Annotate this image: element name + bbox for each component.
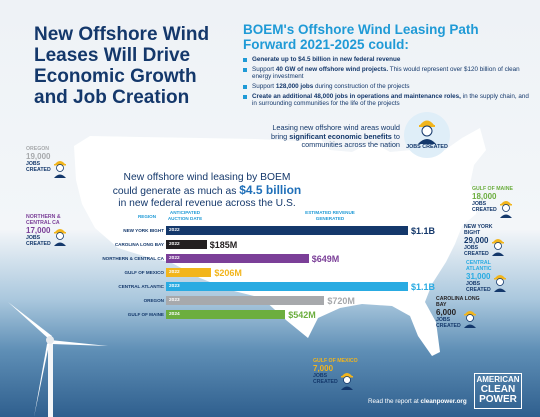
job-callout: NEW YORK BIGHT 29,000 JOBS CREATED	[464, 224, 510, 257]
bar-category-label: NEW YORK BIGHT	[123, 228, 164, 233]
job-callout-region: NEW YORK BIGHT	[464, 224, 493, 236]
bar-auction-year: 2022	[169, 255, 180, 261]
job-callout-label: JOBS CREATED	[26, 235, 51, 247]
job-callout-count: 31,000	[466, 272, 491, 281]
col-header-year: ANTICIPATED AUCTION DATE	[167, 210, 203, 221]
bar-category-label: NORTHERN & CENTRAL CA	[102, 256, 164, 261]
bar-value-label: $206M	[214, 268, 242, 278]
worker-icon	[54, 229, 66, 246]
bar-category-label: CAROLINA LONG BAY	[114, 242, 164, 247]
bullet-revenue: Generate up to $4.5 billion in new feder…	[243, 56, 535, 63]
bullet-om-jobs: Create an additional 48,000 jobs in oper…	[243, 93, 535, 108]
leasing-path-title: BOEM's Offshore Wind Leasing Path Forwar…	[243, 22, 479, 52]
report-link-text: Read the report at cleanpower.org	[368, 398, 467, 405]
revenue-heading-line1: New offshore wind leasing by BOEM	[123, 172, 291, 183]
col-header-revenue: ESTIMATED REVENUE GENERATED	[305, 210, 355, 221]
job-callout-region: GULF OF MAINE	[472, 186, 513, 192]
job-callout-region: CAROLINA LONG BAY	[436, 296, 480, 308]
job-callout: GULF OF MEXICO 7,000 JOBS CREATED	[313, 358, 359, 390]
job-callout-count: 7,000	[313, 364, 334, 373]
bullet-construction-jobs: Support 128,000 jobs during construction…	[243, 83, 535, 90]
bar-value-label: $185M	[209, 240, 238, 250]
job-callout-count: 29,000	[464, 236, 489, 245]
wind-turbine-illustration	[8, 302, 108, 417]
page-title: New Offshore Wind Leases Will Drive Econ…	[34, 24, 210, 108]
bar-category-label: GULF OF MAINE	[127, 312, 164, 317]
revenue-bar: 2022	[166, 240, 207, 249]
revenue-heading-line3: in new federal revenue across the U.S.	[118, 198, 296, 209]
job-callout: CAROLINA LONG BAY 6,000 JOBS CREATED	[436, 296, 482, 329]
job-callout: OREGON 19,000 JOBS CREATED	[26, 146, 72, 178]
job-callout-count: 17,000	[26, 226, 51, 235]
report-link[interactable]: cleanpower.org	[420, 398, 467, 405]
bar-auction-year: 2024	[169, 311, 180, 317]
worker-icon	[464, 311, 476, 328]
bullet-gw: Support 40 GW of new offshore wind proje…	[243, 66, 535, 81]
leasing-path-bullets: Generate up to $4.5 billion in new feder…	[243, 56, 535, 110]
revenue-bar: 2023	[166, 282, 408, 291]
bar-auction-year: 2023	[169, 297, 180, 303]
job-callout-label: JOBS CREATED	[464, 245, 489, 257]
job-callout-label: JOBS CREATED	[436, 317, 461, 329]
bar-value-label: $649M	[311, 254, 340, 264]
job-callout-region: CENTRAL ATLANTIC	[466, 260, 492, 272]
revenue-bar: 2022	[166, 268, 212, 277]
job-callout: NORTHERN & CENTRAL CA 17,000 JOBS CREATED	[26, 214, 72, 247]
worker-icon	[500, 201, 512, 218]
jobs-created-badge-label: JOBS CREATED	[406, 144, 448, 150]
worker-icon	[494, 275, 506, 292]
american-clean-power-logo: AMERICAN CLEAN POWER	[474, 373, 522, 409]
jobs-created-badge: JOBS CREATED	[404, 112, 450, 158]
worker-icon	[492, 239, 504, 256]
revenue-bar: 2023	[166, 296, 325, 305]
worker-icon	[54, 161, 66, 178]
col-header-region: REGION	[137, 214, 157, 219]
job-callout-region: GULF OF MEXICO	[313, 358, 358, 364]
worker-icon	[341, 373, 353, 390]
bar-value-label: $1.1B	[411, 282, 436, 292]
job-callout-region: NORTHERN & CENTRAL CA	[26, 214, 61, 226]
job-callout-count: 6,000	[436, 308, 457, 317]
leasing-benefits-note: Leasing new offshore wind areas would br…	[271, 123, 400, 150]
bar-category-label: CENTRAL ATLANTIC	[118, 284, 164, 289]
revenue-bar: 2024	[166, 310, 286, 319]
job-callout-label: JOBS CREATED	[26, 161, 51, 173]
job-callout: GULF OF MAINE 18,000 JOBS CREATED	[472, 186, 518, 218]
job-callout-label: JOBS CREATED	[472, 201, 497, 213]
revenue-heading-line2: could generate as much as $4.5 billion	[112, 183, 302, 197]
bar-auction-year: 2022	[169, 227, 180, 233]
bar-auction-year: 2022	[169, 269, 180, 275]
bar-value-label: $720M	[327, 296, 355, 306]
bar-value-label: $542M	[288, 310, 316, 320]
revenue-bar: 2022	[166, 254, 309, 263]
bar-category-label: OREGON	[143, 298, 164, 303]
revenue-heading: New offshore wind leasing by BOEM could …	[92, 172, 322, 210]
job-callout-label: JOBS CREATED	[313, 373, 338, 385]
job-callout-count: 19,000	[26, 152, 51, 161]
job-callout: CENTRAL ATLANTIC 31,000 JOBS CREATED	[466, 260, 512, 293]
job-callout-label: JOBS CREATED	[466, 281, 491, 293]
bar-value-label: $1.1B	[411, 226, 436, 236]
bar-auction-year: 2022	[169, 241, 180, 247]
bar-category-label: GULF OF MEXICO	[124, 270, 164, 275]
bar-auction-year: 2023	[169, 283, 180, 289]
job-callout-count: 18,000	[472, 192, 497, 201]
revenue-bar: 2022	[166, 226, 408, 235]
worker-icon	[418, 120, 436, 144]
job-callout-region: OREGON	[26, 146, 50, 152]
